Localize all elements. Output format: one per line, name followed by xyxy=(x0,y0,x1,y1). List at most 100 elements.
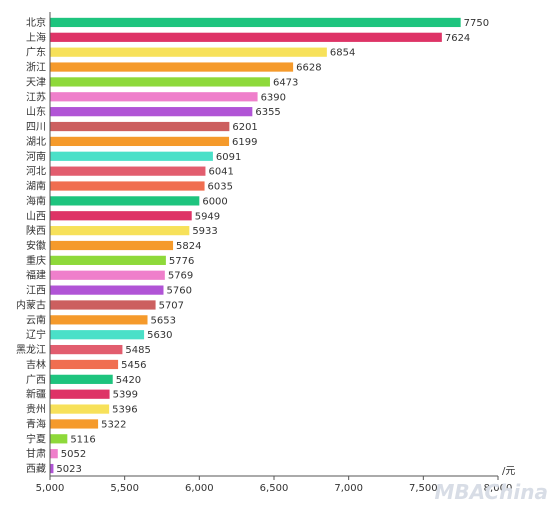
bar xyxy=(50,434,68,444)
category-label: 江苏 xyxy=(26,90,46,103)
bar xyxy=(50,330,145,340)
bar xyxy=(50,255,166,265)
category-label: 天津 xyxy=(26,76,46,88)
category-label: 贵州 xyxy=(26,403,46,416)
value-label: 5824 xyxy=(176,241,201,252)
x-axis-unit: /元 xyxy=(502,466,515,477)
category-label: 黑龙江 xyxy=(16,343,46,356)
value-label: 5399 xyxy=(113,390,138,401)
x-tick-label: 5,500 xyxy=(110,483,139,494)
value-label: 5052 xyxy=(61,449,86,460)
value-label: 5949 xyxy=(195,211,220,222)
value-label: 6201 xyxy=(232,122,257,133)
bar xyxy=(50,92,258,102)
bar xyxy=(50,300,156,310)
category-label: 海南 xyxy=(26,194,46,207)
category-label: 重庆 xyxy=(26,254,46,267)
category-label: 湖南 xyxy=(26,180,46,193)
value-label: 6628 xyxy=(296,63,321,74)
bar xyxy=(50,196,200,206)
bar xyxy=(50,449,58,459)
value-label: 6035 xyxy=(208,182,233,193)
value-label: 6355 xyxy=(255,107,280,118)
category-label: 湖北 xyxy=(26,136,46,148)
value-label: 6199 xyxy=(232,137,257,148)
bar xyxy=(50,136,230,147)
value-label: 5456 xyxy=(121,360,146,371)
value-label: 5322 xyxy=(101,419,126,430)
category-label: 江西 xyxy=(26,285,46,297)
value-label: 5653 xyxy=(151,315,176,326)
bar xyxy=(50,77,270,87)
category-label: 四川 xyxy=(26,122,46,133)
bar xyxy=(50,374,113,384)
category-label: 内蒙古 xyxy=(16,298,46,311)
x-tick-label: 7,500 xyxy=(409,483,438,494)
category-label: 吉林 xyxy=(26,358,46,371)
category-label: 福建 xyxy=(26,269,46,282)
value-label: 5760 xyxy=(166,286,191,297)
value-label: 5023 xyxy=(56,464,81,475)
category-label: 西藏 xyxy=(26,463,46,475)
bars-group xyxy=(50,17,461,474)
x-axis-ticks: 5,000 5,500 6,000 6,500 7,000 7,500 8,000 xyxy=(36,476,513,494)
bar xyxy=(50,47,327,57)
value-label: 5116 xyxy=(70,434,95,445)
category-label: 陕西 xyxy=(26,224,46,237)
value-label: 6390 xyxy=(261,92,286,103)
value-label: 5396 xyxy=(112,405,137,416)
bar xyxy=(50,151,213,161)
category-label: 河北 xyxy=(26,166,46,178)
category-label: 安徽 xyxy=(26,239,46,252)
value-labels: 7750 7624 6854 6628 6473 6390 6355 6201 6199 6091… xyxy=(56,18,489,475)
value-label: 5630 xyxy=(147,330,172,341)
bar xyxy=(50,226,190,236)
value-label: 5769 xyxy=(168,271,193,282)
category-label: 山西 xyxy=(26,210,46,222)
category-label: 云南 xyxy=(26,313,46,326)
category-label: 广东 xyxy=(26,46,46,59)
bar xyxy=(50,107,253,117)
bar xyxy=(50,17,461,28)
category-label: 青海 xyxy=(26,417,46,430)
bar xyxy=(50,463,54,474)
bar xyxy=(50,344,123,355)
bar xyxy=(50,315,148,325)
category-labels: 北京上海广东浙江天津江苏山东四川湖北河南河北湖南海南山西陕西安徽重庆福建江西内蒙… xyxy=(16,16,46,475)
value-label: 7750 xyxy=(464,18,489,29)
bar xyxy=(50,32,442,42)
x-tick-label: 6,500 xyxy=(260,483,289,494)
category-label: 北京 xyxy=(26,16,46,29)
value-label: 5420 xyxy=(116,375,141,386)
value-label: 6473 xyxy=(273,77,298,88)
category-label: 浙江 xyxy=(26,62,46,74)
category-label: 辽宁 xyxy=(26,328,46,341)
bar xyxy=(50,62,294,72)
value-label: 5776 xyxy=(169,256,194,267)
category-label: 宁夏 xyxy=(26,432,46,445)
x-tick-label: 7,000 xyxy=(334,483,363,494)
bar xyxy=(50,404,110,414)
bar xyxy=(50,419,99,429)
value-label: 6854 xyxy=(330,48,355,59)
bar xyxy=(50,121,230,132)
bar xyxy=(50,359,119,370)
bar xyxy=(50,270,165,280)
category-label: 新疆 xyxy=(26,388,46,401)
value-label: 6000 xyxy=(202,196,227,207)
category-label: 甘肃 xyxy=(26,447,46,460)
bar xyxy=(50,240,174,251)
bar xyxy=(50,181,205,191)
value-label: 6041 xyxy=(208,167,233,178)
x-tick-label: 6,000 xyxy=(185,483,214,494)
bar xyxy=(50,211,192,221)
x-tick-label: 8,000 xyxy=(484,483,513,494)
value-label: 7624 xyxy=(445,33,470,44)
category-label: 山东 xyxy=(26,105,46,118)
category-label: 河南 xyxy=(26,150,46,163)
watermark-text: MBAChina xyxy=(434,480,548,504)
bar xyxy=(50,389,110,399)
bar xyxy=(50,166,206,176)
value-label: 5933 xyxy=(192,226,217,237)
